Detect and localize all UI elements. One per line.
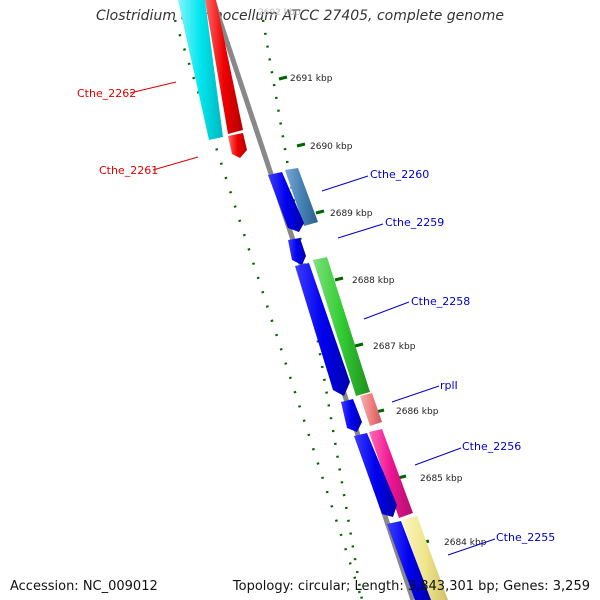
gene-label-cthe-2255: Cthe_2255 [496, 531, 555, 544]
gene-label-cthe-2258: Cthe_2258 [411, 295, 470, 308]
cds-cthe-2260 [285, 168, 318, 226]
scale-labels: 2691 kbp 2690 kbp 2689 kbp 2688 kbp 2687… [290, 74, 487, 548]
gene-label-cthe-2261: Cthe_2261 [99, 164, 158, 177]
scale-label: 2691 kbp [290, 74, 333, 84]
cds-rpli [360, 393, 382, 426]
cds-cthe-2255 [402, 516, 448, 600]
cds-cthe-2262 [178, 0, 223, 140]
gene-label-cthe-2259: Cthe_2259 [385, 216, 444, 229]
genome-summary-text: Topology: circular; Length: 3,843,301 bp… [232, 579, 590, 594]
scale-label: 2689 kbp [330, 209, 373, 219]
cds-blue-5 [387, 521, 431, 600]
cds-cthe-2258 [313, 257, 370, 396]
cds-cthe-2259 [288, 238, 306, 265]
cds-blue-1 [268, 172, 304, 232]
scale-label: 2690 kbp [310, 142, 353, 152]
gene-labels: Cthe_2262 Cthe_2261 Cthe_2260 Cthe_2259 … [77, 87, 555, 544]
scale-label: 2687 kbp [373, 342, 416, 352]
major-ticks [278, 75, 430, 545]
accession-text: Accession: NC_009012 [10, 579, 158, 594]
gene-label-rpli: rplI [440, 379, 458, 392]
scale-label: 2688 kbp [352, 276, 395, 286]
cds-blue-3 [341, 399, 362, 432]
scale-label: 2686 kbp [396, 407, 439, 417]
scale-label: 2685 kbp [420, 474, 463, 484]
leader-lines [129, 81, 496, 556]
cds-blue-4 [354, 433, 397, 517]
cds-cthe-2261 [228, 133, 247, 158]
scale-label: 2684 kbp [444, 538, 487, 548]
gene-label-cthe-2260: Cthe_2260 [370, 168, 429, 181]
cds-cthe-2256 [369, 429, 413, 518]
cds-blue-2 [295, 263, 350, 396]
cds-cthe-2262-red [205, 0, 243, 134]
gene-label-cthe-2262: Cthe_2262 [77, 87, 136, 100]
scale-label-top: 2692 kbp [258, 8, 301, 18]
gene-label-cthe-2256: Cthe_2256 [462, 440, 521, 453]
